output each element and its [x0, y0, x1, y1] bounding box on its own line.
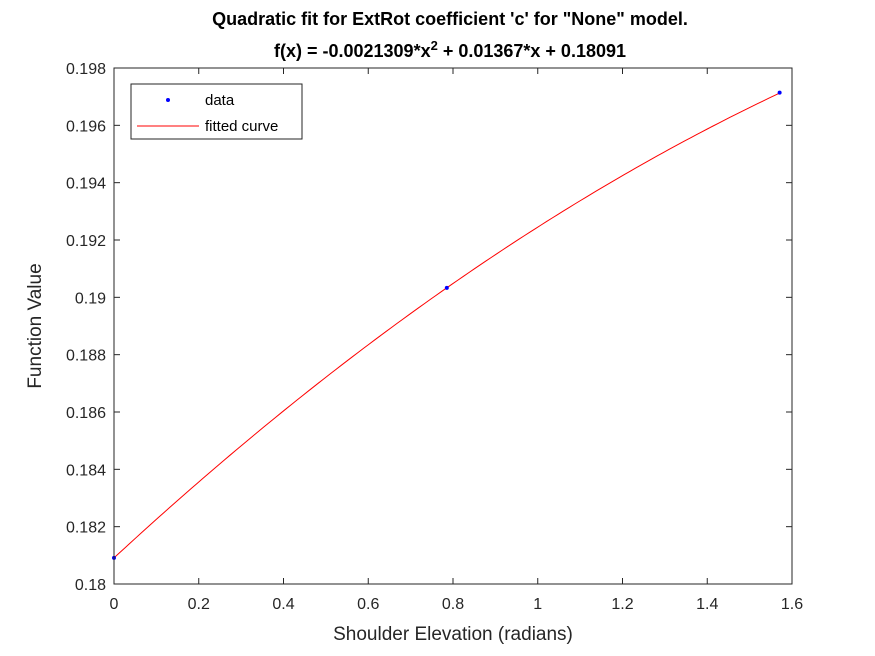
- x-tick-label: 1: [533, 596, 542, 613]
- y-tick-label: 0.196: [66, 118, 106, 135]
- subtitle-suffix: + 0.01367*x + 0.18091: [438, 41, 626, 61]
- plot-area: 0 0.2 0.4 0.6 0.8 1 1.2 1.4 1.6 0.180.1820.1840.…: [66, 61, 803, 613]
- x-tick-label: 0.8: [442, 596, 464, 613]
- y-ticks: 0.18 0.182 0.184 0.186 0.188 0.19 0.192 0.194 0.…: [66, 61, 792, 594]
- y-tick-label: 0.19: [75, 290, 106, 307]
- x-tick-label: 0.2: [188, 596, 210, 613]
- x-tick-label: 0.4: [272, 596, 294, 613]
- x-tick-label: 1.6: [781, 596, 803, 613]
- y-tick-label: 0.182: [66, 520, 106, 537]
- x-tick-label: 1.4: [696, 596, 718, 613]
- y-tick-label: 0.184: [66, 462, 106, 479]
- x-tick-label: 1.2: [611, 596, 633, 613]
- y-axis-label: Function Value: [25, 263, 46, 388]
- y-tick-label: 0.186: [66, 405, 106, 422]
- subtitle-prefix: f(x) = -0.0021309*x: [274, 41, 431, 61]
- chart-title: Quadratic fit for ExtRot coefficient 'c'…: [212, 9, 688, 29]
- subtitle-superscript: 2: [431, 38, 438, 53]
- data-point: [777, 90, 782, 95]
- legend-data-marker: [166, 98, 170, 102]
- axes-background: [114, 68, 792, 584]
- x-axis-label: Shoulder Elevation (radians): [333, 624, 573, 645]
- x-tick-label: 0.6: [357, 596, 379, 613]
- x-ticks: 0 0.2 0.4 0.6 0.8 1 1.2 1.4 1.6: [110, 68, 803, 613]
- legend-data-label: data: [205, 92, 235, 109]
- data-point: [444, 285, 449, 290]
- y-tick-label: 0.194: [66, 176, 106, 193]
- y-tick-label: 0.198: [66, 61, 106, 78]
- y-tick-label: 0.18: [75, 577, 106, 594]
- y-tick-label: 0.188: [66, 348, 106, 365]
- x-tick-label: 0: [110, 596, 119, 613]
- legend-box: [130, 83, 303, 140]
- chart-subtitle: f(x) = -0.0021309*x2 + 0.01367*x + 0.180…: [274, 38, 626, 62]
- y-tick-label: 0.192: [66, 233, 106, 250]
- legend: data fitted curve: [130, 83, 303, 140]
- legend-fit-label: fitted curve: [205, 118, 278, 135]
